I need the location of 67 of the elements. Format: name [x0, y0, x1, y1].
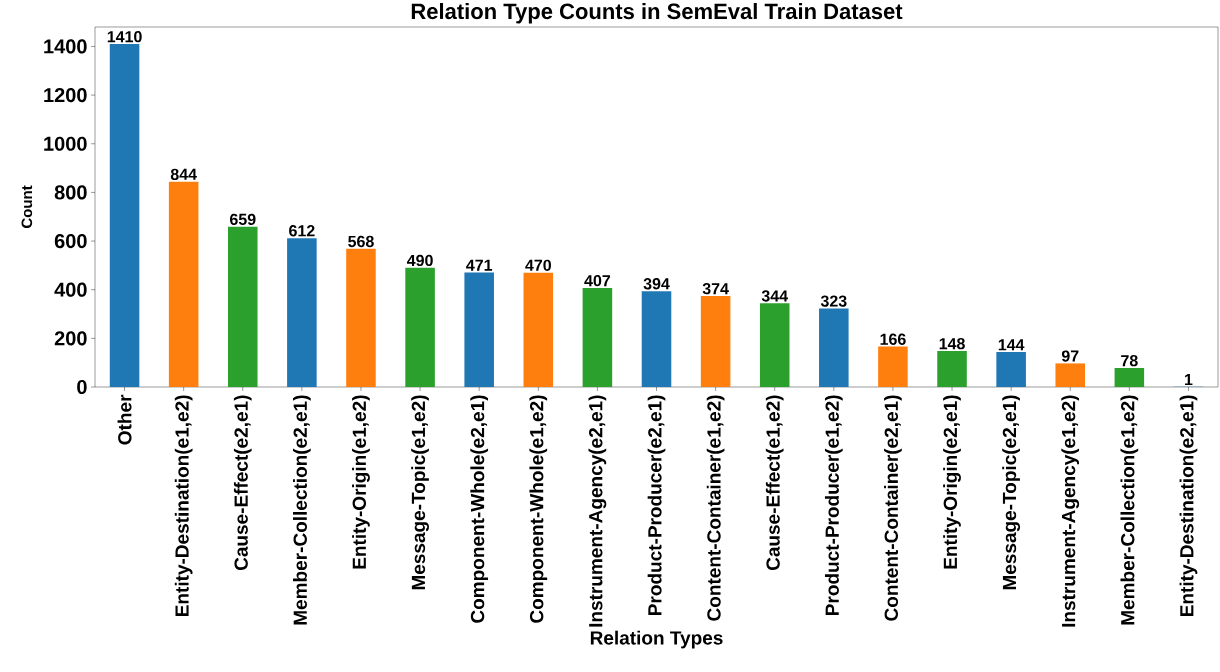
y-axis-title: Count — [21, 185, 33, 229]
bar — [641, 291, 672, 387]
x-tick-label: Content-Container(e1,e2) — [706, 395, 725, 621]
x-tick-label: Entity-Origin(e1,e2) — [352, 395, 370, 569]
bar — [582, 288, 613, 387]
bar — [937, 351, 967, 387]
data-label: 471 — [466, 259, 493, 271]
bar — [700, 296, 731, 387]
data-label: 394 — [643, 278, 670, 290]
x-tick-label: Entity-Destination(e2,e1) — [1179, 395, 1198, 617]
data-label: 148 — [939, 337, 965, 350]
data-label: 612 — [289, 225, 315, 237]
bar — [878, 346, 908, 387]
x-tick-label: Member-Collection(e1,e2) — [1120, 395, 1139, 625]
bar — [1055, 363, 1086, 387]
bar — [168, 181, 199, 387]
data-label: 1 — [1185, 374, 1193, 386]
y-tick-label: 200 — [54, 331, 87, 346]
x-tick-label: Cause-Effect(e2,e1) — [233, 395, 252, 571]
x-tick-label: Entity-Origin(e2,e1) — [943, 395, 961, 569]
data-label: 407 — [584, 274, 611, 287]
y-tick-label: 1400 — [44, 39, 87, 54]
bar — [996, 351, 1026, 387]
x-tick-label: Instrument-Agency(e2,e1) — [588, 395, 607, 627]
data-label: 374 — [702, 282, 729, 295]
x-tick-label: Message-Topic(e1,e2) — [411, 395, 429, 590]
data-label: 78 — [1121, 355, 1138, 367]
y-tick-label: 400 — [54, 282, 87, 297]
bar — [405, 267, 435, 387]
y-tick-label: 0 — [77, 379, 87, 395]
x-tick-label: Content-Container(e2,e1) — [884, 395, 902, 621]
bar — [346, 248, 376, 387]
x-tick-label: Entity-Destination(e1,e2) — [174, 395, 193, 617]
data-label: 323 — [820, 295, 847, 307]
chart-title: Relation Type Counts in SemEval Train Dataset — [411, 3, 903, 24]
data-label: 568 — [348, 235, 374, 248]
bar — [287, 238, 317, 387]
data-label: 1410 — [107, 31, 142, 43]
x-axis-title: Relation Types — [590, 630, 723, 649]
y-tick-label: 1000 — [44, 136, 87, 151]
x-tick-label: Product-Producer(e2,e1) — [647, 395, 666, 615]
x-tick-label: Product-Producer(e1,e2) — [824, 395, 843, 615]
data-label: 490 — [406, 254, 433, 267]
bar — [464, 272, 494, 387]
y-tick-label: 600 — [54, 233, 87, 249]
data-label: 844 — [170, 168, 197, 180]
x-tick-label: Instrument-Agency(e1,e2) — [1061, 395, 1080, 627]
bar — [523, 272, 554, 387]
data-label: 659 — [230, 213, 256, 225]
bar — [1114, 368, 1145, 387]
y-tick-label: 800 — [54, 185, 87, 200]
data-label: 344 — [761, 290, 788, 302]
x-tick-label: Component-Whole(e2,e1) — [470, 395, 489, 623]
x-tick-label: Message-Topic(e2,e1) — [1002, 395, 1021, 590]
bar — [227, 226, 258, 387]
bar — [819, 308, 849, 387]
data-label: 97 — [1061, 350, 1079, 362]
x-tick-label: Component-Whole(e1,e2) — [529, 395, 548, 623]
x-tick-label: Other — [117, 394, 132, 445]
x-tick-label: Cause-Effect(e1,e2) — [765, 395, 784, 571]
x-tick-label: Member-Collection(e2,e1) — [293, 395, 311, 625]
data-label: 166 — [880, 333, 906, 345]
bar — [109, 44, 140, 387]
y-tick-label: 1200 — [44, 88, 87, 103]
bar — [759, 303, 790, 387]
data-label: 144 — [998, 339, 1025, 351]
data-label: 470 — [525, 259, 551, 271]
